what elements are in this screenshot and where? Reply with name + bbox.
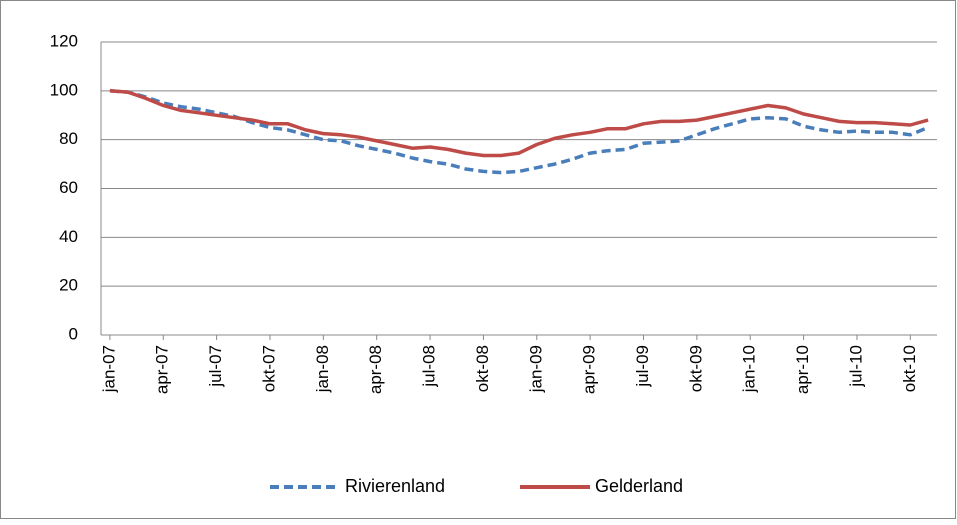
x-tick-label: apr-10: [793, 345, 812, 394]
legend-label: Rivierenland: [345, 476, 445, 496]
y-tick-label: 20: [59, 276, 78, 295]
x-tick-label: jul-07: [206, 345, 225, 388]
x-tick-label: apr-09: [580, 345, 599, 394]
legend-label: Gelderland: [595, 476, 683, 496]
x-tick-label: jan-07: [99, 345, 118, 393]
x-tick-label: jul-08: [420, 345, 439, 388]
y-tick-label: 0: [69, 324, 78, 343]
x-tick-label: jul-09: [633, 345, 652, 388]
x-tick-label: okt-10: [900, 345, 919, 392]
y-tick-label: 40: [59, 227, 78, 246]
x-tick-label: jan-09: [526, 345, 545, 393]
series-line: [109, 89, 929, 158]
y-tick-label: 120: [50, 31, 78, 50]
x-tick-label: jan-08: [313, 345, 332, 393]
x-tick-label: jul-10: [846, 345, 865, 388]
y-tick-label: 100: [50, 80, 78, 99]
x-tick-label: apr-07: [153, 345, 172, 394]
y-tick-label: 60: [59, 178, 78, 197]
x-tick-label: okt-08: [473, 345, 492, 392]
x-tick-label: apr-08: [366, 345, 385, 394]
x-tick-label: okt-09: [686, 345, 705, 392]
x-tick-label: jan-10: [740, 345, 759, 393]
y-tick-label: 80: [59, 129, 78, 148]
x-tick-label: okt-07: [259, 345, 278, 392]
